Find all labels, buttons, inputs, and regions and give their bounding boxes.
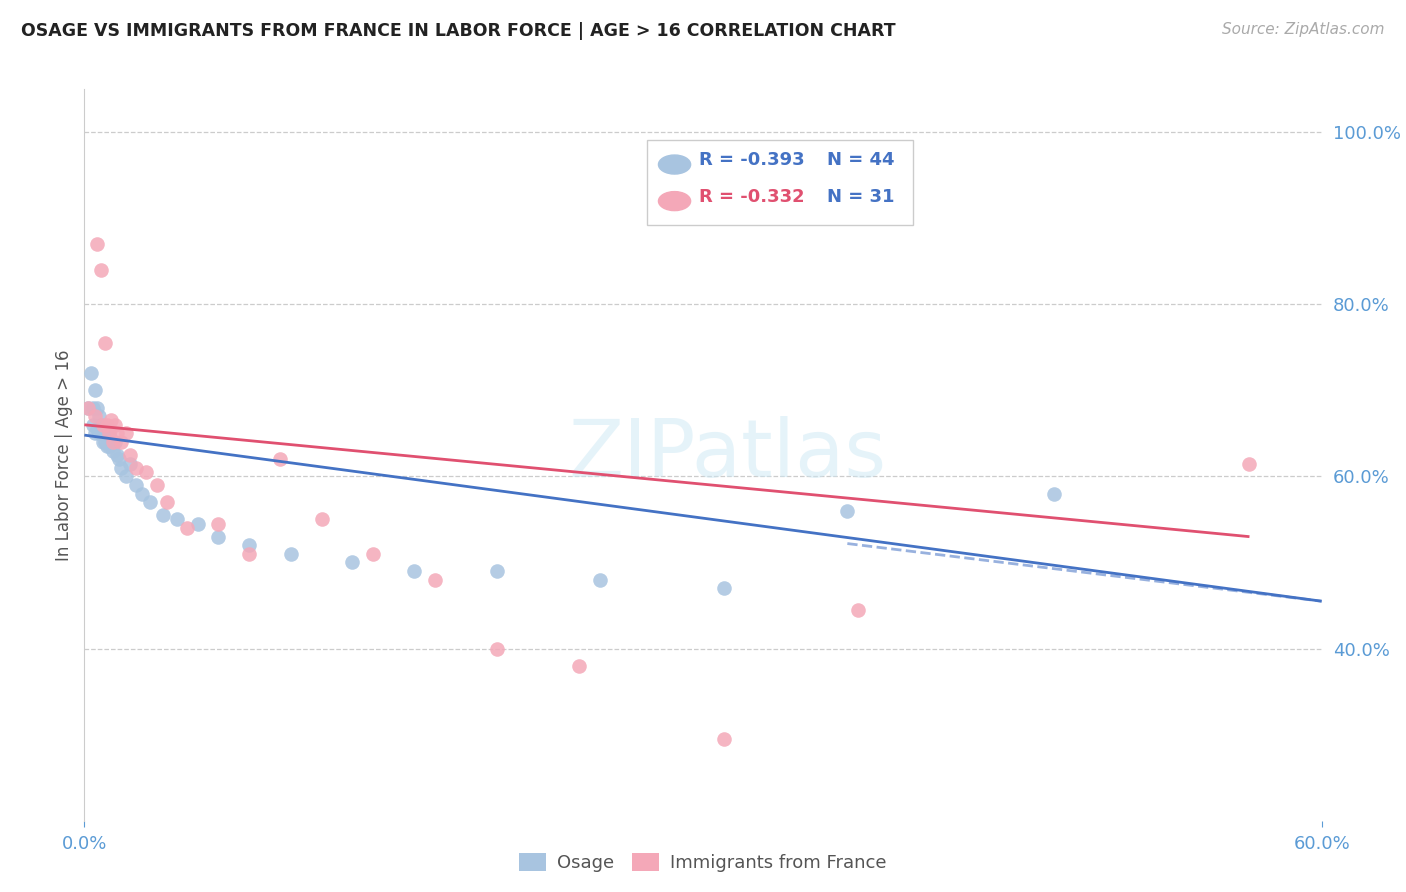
Point [152, 508, 174, 523]
Point [139, 495, 162, 509]
Point [118, 448, 141, 462]
Point [91, 417, 114, 432]
Point [114, 469, 136, 483]
Point [83, 409, 105, 424]
Point [156, 495, 179, 509]
Point [91, 435, 114, 450]
Point [86, 401, 108, 415]
Point [86, 237, 108, 252]
Point [846, 603, 869, 617]
Point [104, 435, 127, 450]
Point [1042, 486, 1064, 500]
Text: N = 44: N = 44 [827, 151, 894, 169]
Point [311, 512, 333, 526]
Point [98, 439, 121, 453]
Point [96, 439, 118, 453]
Point [82, 401, 104, 415]
Text: ZIPatlas: ZIPatlas [568, 416, 887, 494]
Point [187, 516, 209, 531]
Point [131, 486, 153, 500]
Point [589, 573, 612, 587]
Point [125, 478, 148, 492]
Point [86, 422, 108, 436]
Point [105, 448, 128, 462]
Point [77, 401, 100, 415]
Point [90, 263, 112, 277]
Point [485, 564, 508, 578]
Point [404, 564, 426, 578]
Point [77, 401, 100, 415]
Point [90, 417, 112, 432]
Point [100, 435, 122, 450]
Text: R = -0.393: R = -0.393 [699, 151, 804, 169]
Point [207, 530, 229, 544]
Point [108, 452, 131, 467]
Point [91, 426, 114, 441]
Point [83, 384, 105, 398]
Text: R = -0.332: R = -0.332 [699, 187, 804, 206]
Point [100, 413, 122, 427]
Point [837, 504, 859, 518]
Point [269, 452, 291, 467]
Point [125, 460, 148, 475]
Point [135, 465, 157, 479]
FancyBboxPatch shape [647, 140, 914, 225]
Point [207, 516, 229, 531]
Point [98, 426, 121, 441]
Point [96, 422, 118, 436]
Point [713, 731, 735, 746]
Point [94, 336, 117, 351]
Text: Source: ZipAtlas.com: Source: ZipAtlas.com [1222, 22, 1385, 37]
Circle shape [658, 192, 690, 211]
Point [145, 478, 167, 492]
Point [110, 460, 132, 475]
Point [166, 512, 188, 526]
Point [79, 366, 101, 380]
Y-axis label: In Labor Force | Age > 16: In Labor Force | Age > 16 [55, 349, 73, 561]
Point [87, 409, 110, 424]
Point [1239, 457, 1261, 471]
Point [114, 426, 136, 441]
Point [423, 573, 446, 587]
Point [713, 582, 735, 596]
Text: OSAGE VS IMMIGRANTS FROM FRANCE IN LABOR FORCE | AGE > 16 CORRELATION CHART: OSAGE VS IMMIGRANTS FROM FRANCE IN LABOR… [21, 22, 896, 40]
Point [94, 426, 117, 441]
Point [103, 443, 125, 458]
Point [87, 426, 110, 441]
Point [104, 417, 127, 432]
Point [361, 547, 384, 561]
Point [90, 426, 112, 441]
Point [105, 426, 128, 441]
Point [118, 457, 141, 471]
Point [238, 538, 260, 552]
Point [238, 547, 260, 561]
Point [82, 417, 104, 432]
Point [94, 435, 117, 450]
Point [485, 641, 508, 656]
Point [103, 435, 125, 450]
Point [98, 426, 121, 441]
Point [110, 435, 132, 450]
Circle shape [658, 155, 690, 174]
Point [568, 658, 591, 673]
Text: N = 31: N = 31 [827, 187, 894, 206]
Point [342, 556, 364, 570]
Point [83, 426, 105, 441]
Point [280, 547, 302, 561]
Point [176, 521, 198, 535]
Point [96, 417, 118, 432]
Legend: Osage, Immigrants from France: Osage, Immigrants from France [510, 844, 896, 881]
